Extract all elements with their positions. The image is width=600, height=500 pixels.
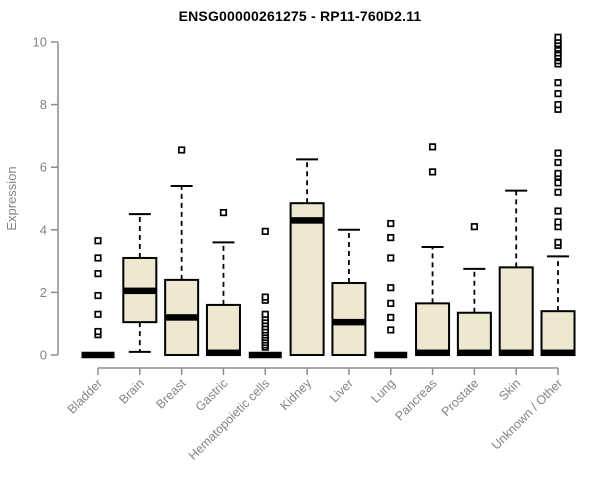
median-bar bbox=[165, 314, 199, 321]
x-tick-label: Breast bbox=[153, 376, 189, 412]
outlier-point bbox=[94, 254, 102, 262]
box-gastric bbox=[205, 208, 241, 357]
outlier-point bbox=[94, 270, 102, 278]
x-tick-label: Gastric bbox=[193, 376, 231, 414]
x-tick-label: Prostate bbox=[439, 376, 482, 419]
outlier-point bbox=[554, 188, 562, 196]
box-breast bbox=[164, 146, 200, 357]
outlier-point bbox=[387, 234, 395, 242]
median-bar bbox=[457, 349, 491, 357]
outlier-point bbox=[261, 227, 269, 235]
median-bar bbox=[332, 318, 366, 326]
outlier-point bbox=[387, 299, 395, 307]
outlier-point bbox=[94, 237, 102, 245]
outlier-point bbox=[178, 146, 186, 154]
y-tick-label: 10 bbox=[33, 35, 47, 50]
y-tick-label: 6 bbox=[40, 160, 47, 175]
outlier-point bbox=[554, 169, 562, 178]
median-bar bbox=[81, 351, 115, 359]
median-bar bbox=[499, 349, 533, 357]
median-bar bbox=[541, 349, 575, 357]
outlier-point bbox=[387, 313, 395, 322]
y-tick-label: 0 bbox=[40, 348, 47, 363]
outlier-point bbox=[470, 223, 478, 231]
y-axis: 0 2 4 6 8 10 Expression bbox=[4, 35, 59, 363]
box-brain bbox=[122, 213, 158, 353]
box-pancreas bbox=[415, 143, 451, 357]
outlier-point bbox=[387, 254, 395, 262]
box-body bbox=[289, 202, 325, 356]
outlier-point bbox=[554, 179, 562, 187]
box-body bbox=[415, 302, 451, 357]
y-tick-label: 2 bbox=[40, 285, 47, 300]
x-tick-label: Skin bbox=[496, 376, 523, 403]
x-tick-label: Brain bbox=[116, 376, 147, 407]
outlier-point bbox=[428, 143, 437, 151]
x-tick-label: Kidney bbox=[277, 376, 314, 413]
outlier-point bbox=[219, 208, 228, 217]
box-body bbox=[205, 303, 241, 357]
outlier-point bbox=[554, 100, 562, 109]
outlier-point bbox=[261, 293, 269, 301]
outlier-point bbox=[554, 158, 562, 167]
outlier-point bbox=[94, 327, 102, 336]
outlier-point bbox=[387, 284, 395, 292]
box-body bbox=[498, 266, 534, 356]
outlier-point bbox=[554, 33, 562, 41]
outlier-point bbox=[554, 218, 562, 226]
x-tick-label: Unknown / Other bbox=[489, 376, 565, 452]
x-tick-label: Pancreas bbox=[392, 376, 439, 423]
median-bar bbox=[206, 349, 240, 357]
x-tick-label: Lung bbox=[368, 376, 398, 406]
median-bar bbox=[416, 349, 450, 357]
outlier-point bbox=[554, 79, 562, 87]
box-skin bbox=[498, 189, 534, 357]
outlier-point bbox=[94, 291, 102, 300]
outlier-point bbox=[554, 207, 562, 215]
box-hematopoietic-cells bbox=[248, 227, 282, 359]
box-body bbox=[456, 311, 492, 356]
box-body bbox=[540, 310, 576, 356]
outlier-point bbox=[387, 326, 395, 334]
x-tick-label: Liver bbox=[327, 376, 356, 405]
box-lung bbox=[374, 219, 408, 359]
median-bar bbox=[290, 217, 324, 224]
box-bladder bbox=[81, 237, 115, 359]
y-axis-title: Expression bbox=[4, 166, 19, 230]
y-tick-label: 4 bbox=[40, 222, 47, 237]
x-tick-label: Bladder bbox=[65, 376, 105, 416]
box-liver bbox=[331, 228, 367, 357]
y-tick-label: 8 bbox=[40, 97, 47, 112]
outlier-point bbox=[554, 149, 562, 157]
outlier-point bbox=[428, 168, 437, 176]
box-unknown-other bbox=[540, 33, 576, 357]
median-bar bbox=[123, 287, 157, 295]
box-kidney bbox=[289, 158, 325, 356]
box-prostate bbox=[456, 223, 492, 357]
x-tick-label: Hematopoietic cells bbox=[186, 376, 273, 463]
outlier-point bbox=[261, 310, 269, 318]
outlier-point bbox=[554, 238, 562, 246]
outlier-point bbox=[94, 310, 102, 318]
median-bar bbox=[248, 351, 282, 359]
median-bar bbox=[374, 351, 408, 359]
outlier-point bbox=[387, 219, 395, 228]
chart-title: ENSG00000261275 - RP11-760D2.11 bbox=[178, 8, 422, 24]
outlier-point bbox=[554, 90, 562, 98]
